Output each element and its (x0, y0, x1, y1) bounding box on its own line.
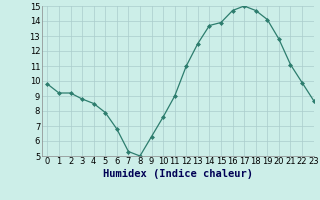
X-axis label: Humidex (Indice chaleur): Humidex (Indice chaleur) (103, 169, 252, 179)
